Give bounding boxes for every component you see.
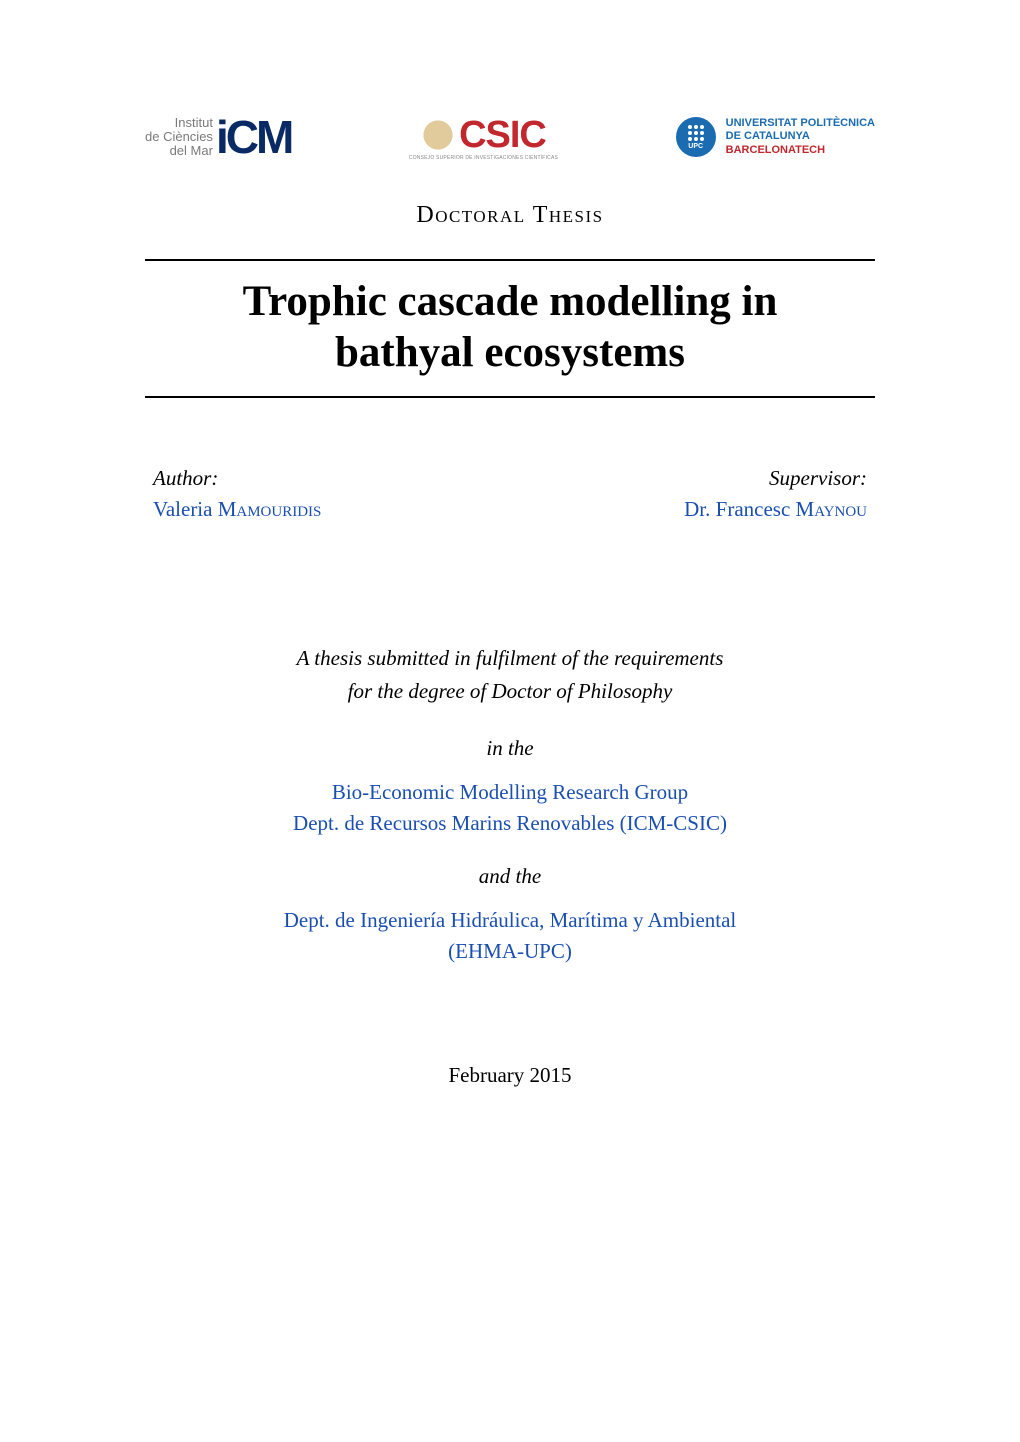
author-name: Valeria Mamouridis <box>153 497 321 522</box>
supervisor-prefix: Dr. Francesc <box>684 497 790 521</box>
icm-glyph-icon: iCM <box>216 110 291 164</box>
title-rule-bottom <box>145 396 875 398</box>
upc-text: UNIVERSITAT POLITÈCNICA DE CATALUNYA BAR… <box>726 117 875 157</box>
logo-icm: Institut de Ciències del Mar iCM <box>145 110 291 164</box>
author-surname: Mamouridis <box>218 497 322 521</box>
submission-line1: A thesis submitted in fulfilment of the … <box>145 642 875 675</box>
csic-rosette-icon <box>421 118 455 152</box>
icm-institute-text: Institut de Ciències del Mar <box>145 116 213 159</box>
upc-line2: DE CATALUNYA <box>726 130 875 143</box>
supervisor-role-label: Supervisor: <box>769 466 867 491</box>
title-line1: Trophic cascade modelling in <box>145 277 875 328</box>
csic-glyph: CSIC <box>459 114 546 157</box>
logo-csic: CSIC CONSEJO SUPERIOR DE INVESTIGACIONES… <box>409 114 558 161</box>
submission-statement: A thesis submitted in fulfilment of the … <box>145 642 875 707</box>
csic-subline: CONSEJO SUPERIOR DE INVESTIGACIONES CIEN… <box>409 155 558 161</box>
affil1-line1: Bio-Economic Modelling Research Group <box>145 777 875 809</box>
thesis-title-page: Institut de Ciències del Mar iCM CSIC CO… <box>0 0 1020 1442</box>
in-the-label: in the <box>145 736 875 761</box>
thesis-title: Trophic cascade modelling in bathyal eco… <box>145 261 875 396</box>
submission-line2: for the degree of Doctor of Philosophy <box>145 675 875 708</box>
title-line2: bathyal ecosystems <box>145 328 875 379</box>
logo-upc: UPC UNIVERSITAT POLITÈCNICA DE CATALUNYA… <box>676 117 875 157</box>
icm-line3: del Mar <box>145 144 213 158</box>
author-first: Valeria <box>153 497 212 521</box>
affil2-line2: (EHMA-UPC) <box>145 936 875 968</box>
author-block: Author: Valeria Mamouridis <box>153 466 321 522</box>
and-the-label: and the <box>145 864 875 889</box>
upc-badge-icon: UPC <box>676 117 716 157</box>
author-role-label: Author: <box>153 466 321 491</box>
affiliation-2: Dept. de Ingeniería Hidráulica, Marítima… <box>145 905 875 968</box>
upc-line1: UNIVERSITAT POLITÈCNICA <box>726 117 875 130</box>
affiliation-1: Bio-Economic Modelling Research Group De… <box>145 777 875 840</box>
logo-row: Institut de Ciències del Mar iCM CSIC CO… <box>145 110 875 164</box>
affil1-line2: Dept. de Recursos Marins Renovables (ICM… <box>145 808 875 840</box>
upc-badge-label: UPC <box>688 143 703 150</box>
upc-dots-icon <box>688 125 704 141</box>
people-row: Author: Valeria Mamouridis Supervisor: D… <box>145 466 875 522</box>
thesis-date: February 2015 <box>145 1063 875 1088</box>
supervisor-name: Dr. Francesc Maynou <box>684 497 867 522</box>
icm-line1: Institut <box>145 116 213 130</box>
supervisor-surname: Maynou <box>796 497 867 521</box>
upc-line3: BARCELONATECH <box>726 144 875 157</box>
affil2-line1: Dept. de Ingeniería Hidráulica, Marítima… <box>145 905 875 937</box>
icm-line2: de Ciències <box>145 130 213 144</box>
document-type: Doctoral Thesis <box>145 202 875 229</box>
supervisor-block: Supervisor: Dr. Francesc Maynou <box>684 466 867 522</box>
